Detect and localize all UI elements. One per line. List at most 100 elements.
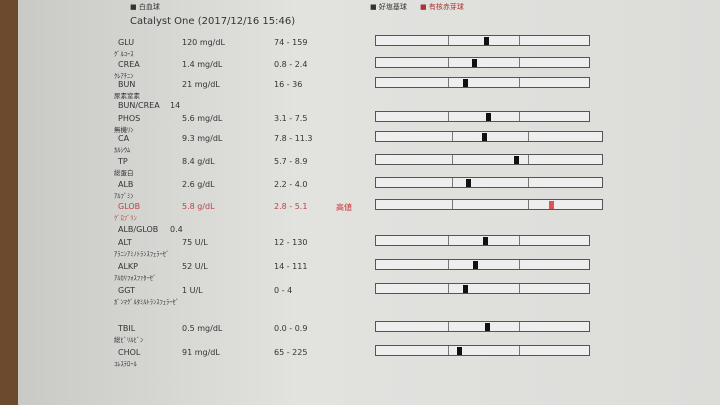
bar-divider: [519, 322, 521, 331]
reference-range: 0.0 - 0.9: [274, 324, 308, 333]
bar-divider: [452, 155, 453, 164]
test-name: TP: [118, 157, 128, 166]
bar-divider: [519, 112, 521, 121]
test-name: PHOS: [118, 114, 141, 123]
bar-divider: [519, 36, 521, 45]
bar-divider: [452, 178, 453, 187]
reference-range: 12 - 130: [274, 238, 308, 247]
test-value: 14: [170, 101, 181, 110]
test-value: 120 mg/dL: [182, 38, 225, 47]
test-name: TBIL: [118, 324, 136, 333]
reference-range: 0.8 - 2.4: [274, 60, 308, 69]
test-value: 0.5 mg/dL: [182, 324, 223, 333]
test-name: BUN: [118, 80, 136, 89]
bar-divider: [519, 284, 521, 293]
test-value: 1 U/L: [182, 286, 203, 295]
reference-range: 16 - 36: [274, 80, 303, 89]
legend: ■ 好塩基球: [370, 3, 407, 11]
test-name: CREA: [118, 60, 140, 69]
range-bar: [375, 235, 590, 246]
reference-range: 2.2 - 4.0: [274, 180, 308, 189]
reference-range: 3.1 - 7.5: [274, 114, 308, 123]
test-name-jp: ｶﾙｼｳﾑ: [114, 146, 131, 154]
test-name: GGT: [118, 286, 135, 295]
test-value: 75 U/L: [182, 238, 208, 247]
test-name-jp: 無機ﾘﾝ: [114, 126, 134, 134]
bar-divider: [528, 132, 529, 141]
legend: ■ 白血球: [130, 3, 160, 11]
test-value: 0.4: [170, 225, 183, 234]
reference-range: 74 - 159: [274, 38, 308, 47]
reference-range: 14 - 111: [274, 262, 308, 271]
test-value: 21 mg/dL: [182, 80, 220, 89]
range-bar: [375, 57, 590, 68]
value-marker: [463, 79, 469, 87]
test-name-jp: 総ﾋﾞﾘﾙﾋﾞﾝ: [114, 336, 144, 344]
bar-divider: [447, 322, 449, 331]
range-bar: [375, 345, 590, 356]
bar-divider: [519, 346, 521, 355]
test-name-jp: ｱﾗﾆﾝｱﾐﾉﾄﾗﾝｽﾌｪﾗｰｾﾞ: [114, 250, 170, 258]
test-value: 5.6 mg/dL: [182, 114, 223, 123]
test-name-jp: ｱﾙﾌﾞﾐﾝ: [114, 192, 134, 200]
test-name: ALB: [118, 180, 134, 189]
bar-divider: [519, 78, 521, 87]
bar-divider: [519, 236, 521, 245]
bar-divider: [447, 346, 449, 355]
reference-range: 65 - 225: [274, 348, 308, 357]
test-name: ALT: [118, 238, 132, 247]
bar-divider: [452, 132, 453, 141]
bar-divider: [528, 155, 529, 164]
test-value: 9.3 mg/dL: [182, 134, 223, 143]
bar-divider: [447, 236, 449, 245]
test-name-jp: ｸﾞﾛﾌﾞﾘﾝ: [114, 214, 137, 222]
value-marker: [484, 323, 490, 331]
value-marker: [473, 261, 479, 269]
value-marker: [485, 113, 491, 121]
range-bar: [375, 77, 590, 88]
test-name: ALKP: [118, 262, 138, 271]
value-marker: [513, 156, 519, 164]
value-marker: [483, 37, 489, 45]
value-marker: [466, 179, 472, 187]
test-name: ALB/GLOB: [118, 225, 159, 234]
bar-divider: [452, 200, 453, 209]
range-bar: [375, 154, 603, 165]
legend: ■ 有核赤芽球: [420, 3, 464, 11]
bar-divider: [447, 36, 449, 45]
bar-divider: [519, 58, 521, 67]
bar-divider: [447, 58, 449, 67]
value-marker: [456, 347, 462, 355]
test-name-jp: ｸﾚｱﾁﾆﾝ: [114, 72, 134, 80]
test-value: 52 U/L: [182, 262, 208, 271]
bar-divider: [447, 78, 449, 87]
value-marker: [482, 133, 488, 141]
flag: 高値: [336, 203, 352, 212]
range-bar: [375, 199, 603, 210]
range-bar: [375, 259, 590, 270]
bar-divider: [519, 260, 521, 269]
range-bar: [375, 131, 603, 142]
test-name-jp: ｸﾞﾙｺｰｽ: [114, 50, 134, 58]
test-value: 91 mg/dL: [182, 348, 220, 357]
bar-divider: [447, 112, 449, 121]
test-name: CA: [118, 134, 130, 143]
test-name-jp: ｺﾚｽﾃﾛｰﾙ: [114, 360, 137, 368]
reference-range: 7.8 - 11.3: [274, 134, 313, 143]
value-marker: [548, 201, 554, 209]
test-value: 5.8 g/dL: [182, 202, 215, 211]
test-name: GLU: [118, 38, 135, 47]
bar-divider: [447, 260, 449, 269]
value-marker: [463, 285, 469, 293]
test-value: 1.4 mg/dL: [182, 60, 223, 69]
bar-divider: [447, 284, 449, 293]
test-name-jp: ｱﾙｶﾘﾌｫｽﾌｧﾀｰｾﾞ: [114, 274, 157, 282]
range-bar: [375, 321, 590, 332]
bar-divider: [528, 200, 529, 209]
test-value: 8.4 g/dL: [182, 157, 215, 166]
range-bar: [375, 35, 590, 46]
paper: ■ 白血球 ■ 好塩基球 ■ 有核赤芽球 Catalyst One (2017/…: [18, 0, 720, 405]
test-name-jp: 総蛋白: [114, 169, 134, 177]
range-bar: [375, 283, 590, 294]
